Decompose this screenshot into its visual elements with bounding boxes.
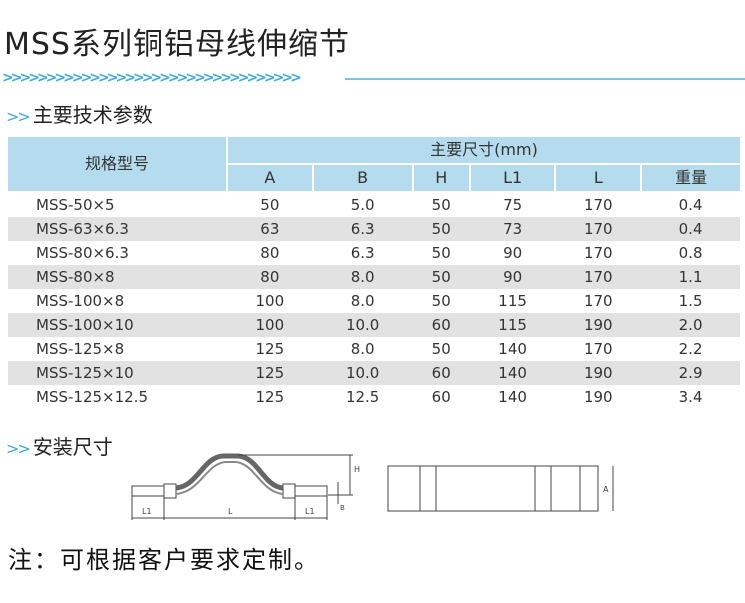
value-cell: 50 <box>431 292 451 310</box>
column-header: 重量 <box>640 164 740 193</box>
value-cell: 50 <box>431 196 451 214</box>
value-cell: 2.0 <box>641 313 740 337</box>
spec-cell: MSS-80×6.3 <box>36 244 129 262</box>
spec-cell: MSS-100×10 <box>8 313 227 337</box>
dimension-group-header: 主要尺寸(mm) <box>226 137 740 165</box>
customization-note: 注：可根据客户要求定制。 <box>8 546 320 574</box>
spec-cell: MSS-100×8 <box>36 292 125 310</box>
value-cell: 6.3 <box>312 217 413 241</box>
value-cell: 75 <box>503 196 523 214</box>
column-header: B <box>311 164 413 193</box>
value-cell: 190 <box>555 361 642 385</box>
value-cell: 73 <box>469 217 556 241</box>
value-cell: 5.0 <box>350 196 375 214</box>
dim-label-a: A <box>603 485 609 494</box>
value-cell: 0.4 <box>641 217 740 241</box>
value-cell: 50 <box>260 196 280 214</box>
spec-cell: MSS-50×5 <box>36 196 115 214</box>
value-cell: 170 <box>583 244 613 262</box>
column-header: L <box>554 164 642 193</box>
value-cell: 90 <box>469 265 556 289</box>
column-header: H <box>411 164 470 193</box>
spec-table: 规格型号 主要尺寸(mm) A B H L1 L 重量 MSS-50×5 50 5.0 50 75 1… <box>8 137 740 409</box>
value-cell: 6.3 <box>350 244 375 262</box>
dim-label-l: L <box>228 507 233 516</box>
section-title: 主要技术参数 <box>32 103 153 127</box>
spec-header: 规格型号 <box>8 137 227 193</box>
value-cell: 1.5 <box>678 292 703 310</box>
value-cell: 125 <box>255 388 285 406</box>
value-cell: 50 <box>431 340 451 358</box>
dim-label-b: B <box>340 504 345 512</box>
table-row: MSS-100×10 100 10.0 60 115 190 2.0 <box>8 313 740 337</box>
dim-label-l1: L1 <box>305 507 315 516</box>
value-cell: 125 <box>227 361 313 385</box>
column-header: L1 <box>468 164 556 193</box>
value-cell: 100 <box>227 313 313 337</box>
value-cell: 140 <box>498 340 527 358</box>
value-cell: 10.0 <box>312 361 413 385</box>
table-row: MSS-125×12.5 125 12.5 60 140 190 3.4 <box>8 385 740 409</box>
value-cell: 10.0 <box>312 313 413 337</box>
value-cell: 60 <box>412 361 470 385</box>
value-cell: 50 <box>412 217 470 241</box>
value-cell: 0.8 <box>678 244 703 262</box>
value-cell: 2.2 <box>678 340 703 358</box>
value-cell: 60 <box>431 388 451 406</box>
table-row: MSS-80×6.3 80 6.3 50 90 170 0.8 <box>8 241 740 265</box>
table-row: MSS-50×5 50 5.0 50 75 170 0.4 <box>8 192 740 217</box>
table-row: MSS-100×8 100 8.0 50 115 170 1.5 <box>8 289 740 313</box>
value-cell: 50 <box>431 244 451 262</box>
value-cell: 12.5 <box>345 388 380 406</box>
value-cell: 170 <box>583 196 613 214</box>
chevron-icon: >> <box>6 439 31 458</box>
divider-line <box>345 78 745 80</box>
side-view-drawing: L1 L L1 H B <box>131 453 360 520</box>
section-install-dims: >> 安装尺寸 <box>6 434 113 460</box>
page-title: MSS系列铜铝母线伸缩节 <box>4 27 350 62</box>
value-cell: 60 <box>412 313 470 337</box>
value-cell: 63 <box>227 217 313 241</box>
value-cell: 8.0 <box>312 265 413 289</box>
value-cell: 2.9 <box>641 361 740 385</box>
value-cell: 125 <box>255 340 285 358</box>
value-cell: 115 <box>498 292 527 310</box>
section-title: 安装尺寸 <box>32 435 113 459</box>
spec-cell: MSS-63×6.3 <box>8 217 227 241</box>
value-cell: 3.4 <box>678 388 703 406</box>
table-row: MSS-63×6.3 63 6.3 50 73 170 0.4 <box>8 217 740 241</box>
dim-label-l1: L1 <box>142 507 152 516</box>
divider-chevrons: >>>>>>>>>>>>>>>>>>>>>>>>>>>>>>>>>> <box>2 70 302 86</box>
column-header: A <box>226 164 313 193</box>
table-row: MSS-125×8 125 8.0 50 140 170 2.2 <box>8 337 740 361</box>
spec-cell: MSS-125×10 <box>8 361 227 385</box>
table-row: MSS-125×10 125 10.0 60 140 190 2.9 <box>8 361 740 385</box>
value-cell: 50 <box>412 265 470 289</box>
value-cell: 80 <box>227 265 313 289</box>
value-cell: 140 <box>498 388 527 406</box>
value-cell: 170 <box>583 340 613 358</box>
value-cell: 170 <box>555 217 642 241</box>
dim-label-h: H <box>354 465 360 474</box>
value-cell: 80 <box>260 244 280 262</box>
value-cell: 170 <box>583 292 613 310</box>
chevron-icon: >> <box>6 107 31 126</box>
value-cell: 8.0 <box>350 340 375 358</box>
value-cell: 8.0 <box>350 292 375 310</box>
value-cell: 115 <box>469 313 556 337</box>
value-cell: 170 <box>555 265 642 289</box>
value-cell: 190 <box>583 388 613 406</box>
section-technical-params: >> 主要技术参数 <box>6 102 153 128</box>
value-cell: 1.1 <box>641 265 740 289</box>
value-cell: 100 <box>255 292 285 310</box>
spec-cell: MSS-125×8 <box>36 340 125 358</box>
top-view-drawing: A <box>387 465 614 512</box>
value-cell: 90 <box>503 244 523 262</box>
value-cell: 140 <box>469 361 556 385</box>
spec-cell: MSS-125×12.5 <box>36 388 148 406</box>
value-cell: 0.4 <box>678 196 703 214</box>
value-cell: 190 <box>555 313 642 337</box>
table-row: MSS-80×8 80 8.0 50 90 170 1.1 <box>8 265 740 289</box>
spec-cell: MSS-80×8 <box>8 265 227 289</box>
